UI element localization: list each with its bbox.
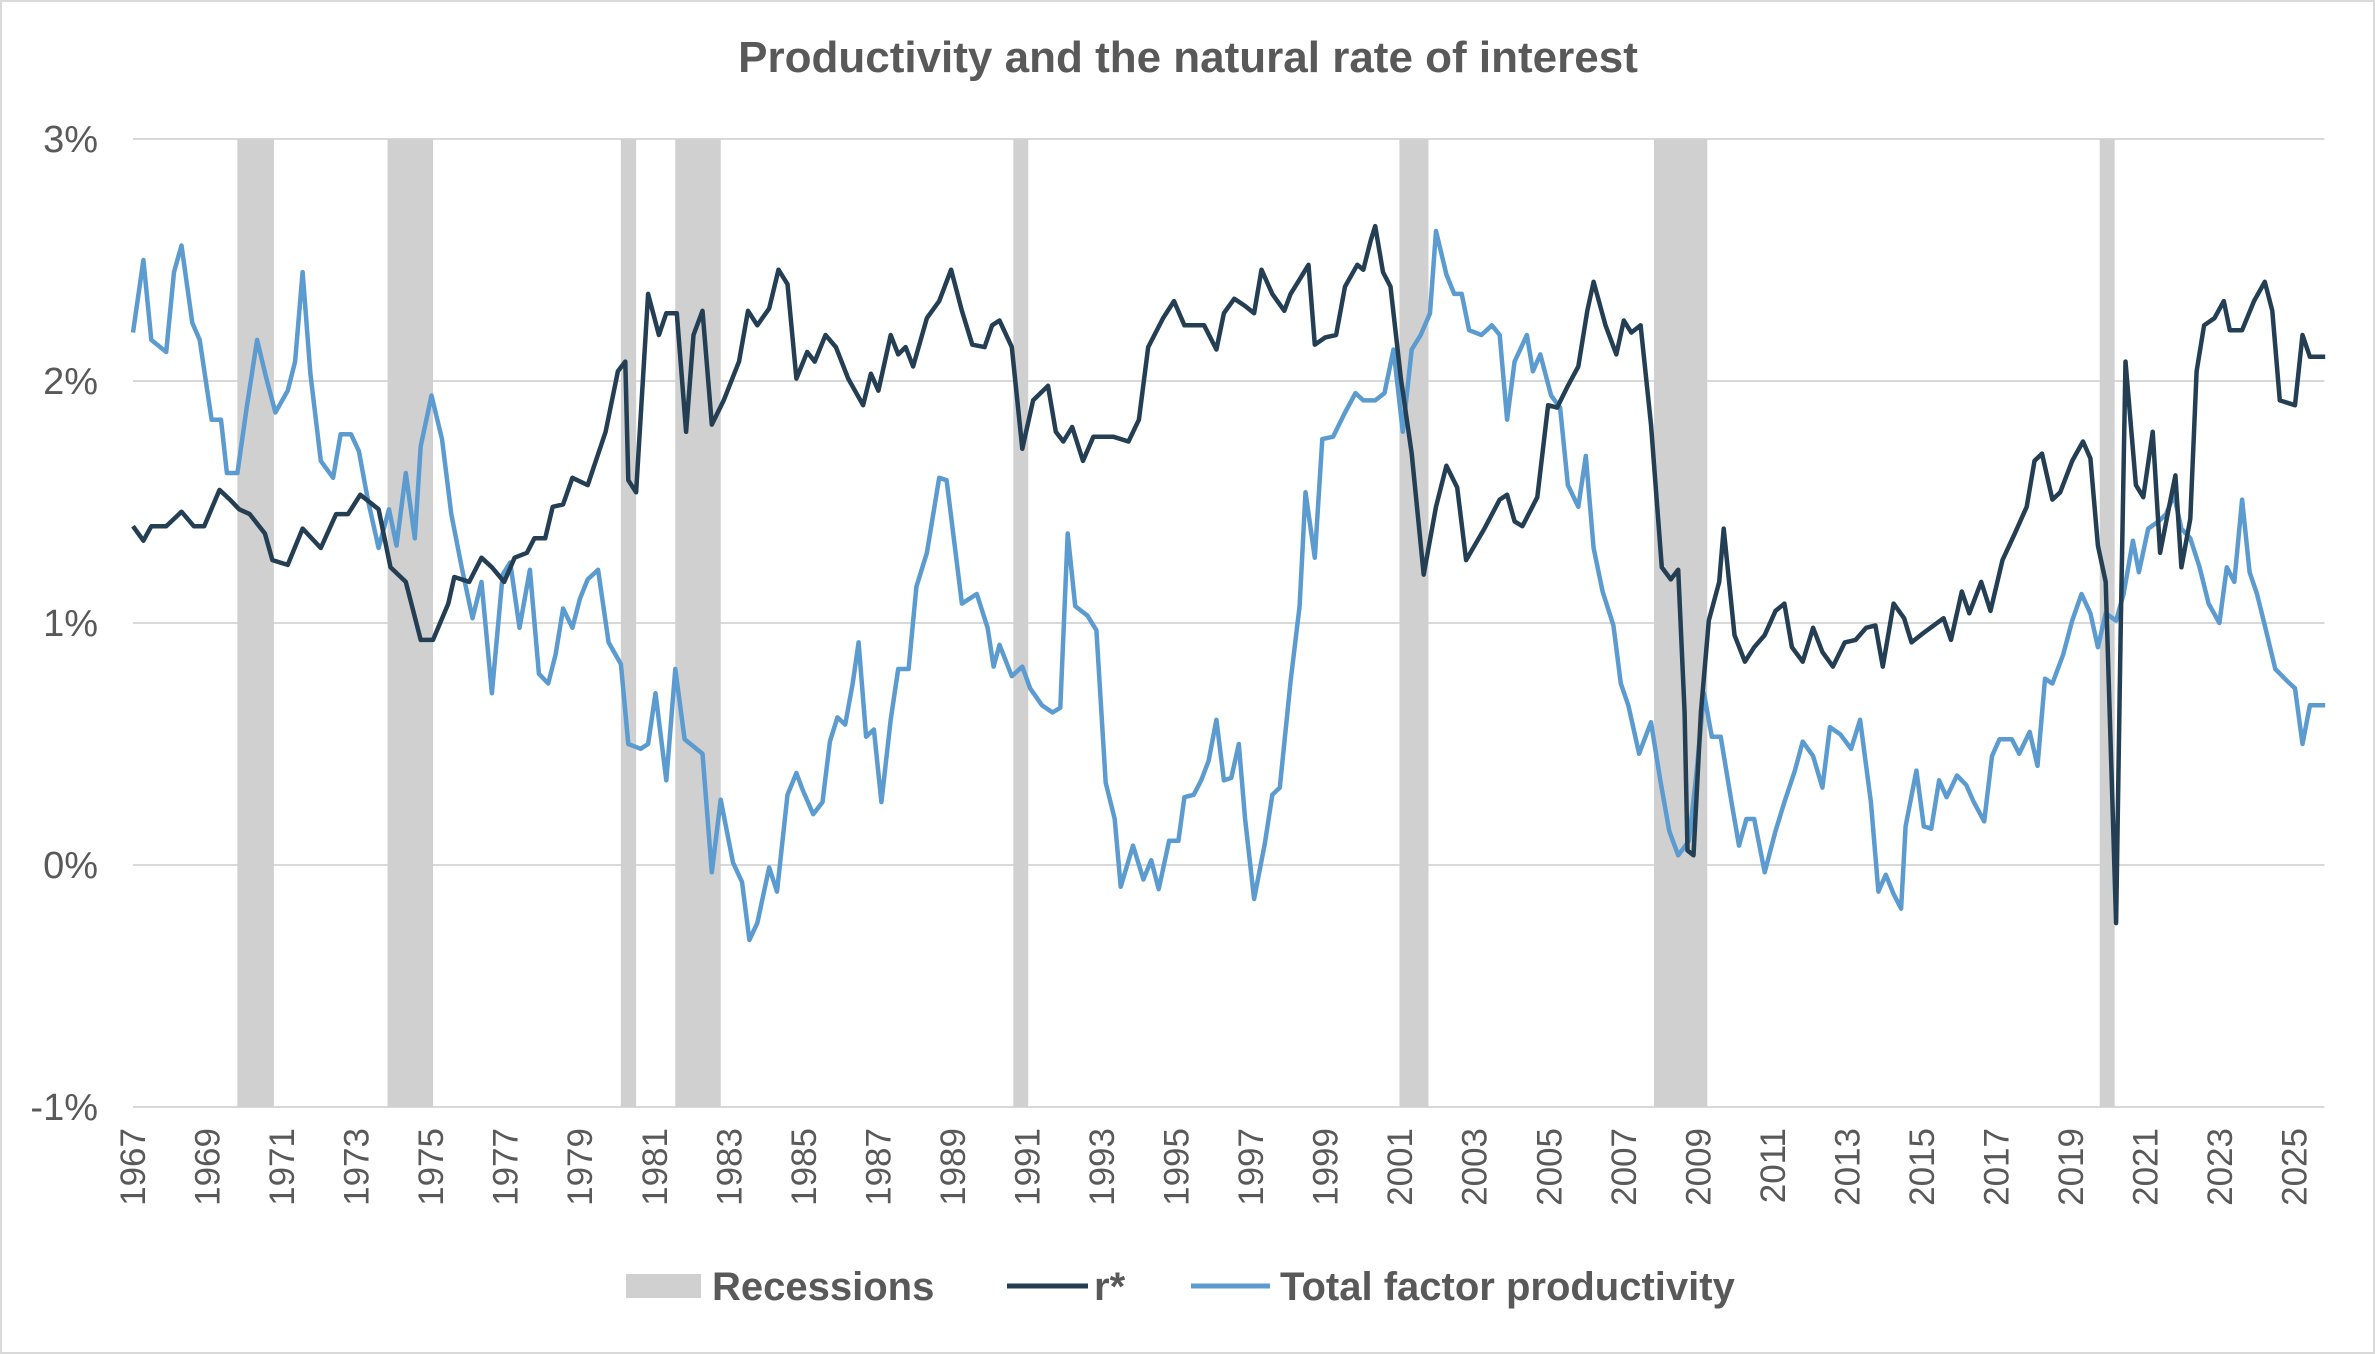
legend-label-recessions: Recessions: [712, 1265, 934, 1309]
series-line-r-star: [131, 223, 2326, 926]
legend-label-r-star: r*: [1094, 1265, 1126, 1309]
x-tick-label: 1985: [785, 1128, 824, 1206]
x-tick-label: 1967: [114, 1128, 153, 1206]
legend: Recessions r* Total factor productivity: [626, 1265, 1736, 1309]
x-tick-label: 2003: [1456, 1128, 1495, 1206]
y-tick-label: 3%: [43, 119, 98, 161]
x-tick-label: 1993: [1083, 1128, 1122, 1206]
x-tick-label: 2007: [1605, 1128, 1644, 1206]
y-tick-label: 2%: [43, 361, 98, 403]
series-line-tfp: [130, 228, 2326, 943]
x-tick-label: 1995: [1158, 1128, 1197, 1206]
recession-band: [237, 139, 274, 1107]
x-tick-label: 1983: [710, 1128, 749, 1206]
recession-band: [675, 139, 721, 1107]
x-tick-label: 2023: [2201, 1128, 2240, 1206]
x-tick-label: 2013: [1828, 1128, 1867, 1206]
recession-band: [387, 139, 434, 1107]
recession-band: [1013, 139, 1029, 1107]
x-tick-label: 1973: [338, 1128, 377, 1206]
y-tick-label: 1%: [43, 603, 98, 645]
x-tick-label: 2019: [2052, 1128, 2091, 1206]
x-tick-label: 2025: [2276, 1128, 2315, 1206]
y-axis-ticks: -1% 0% 1% 2% 3%: [30, 119, 98, 1129]
x-tick-label: 1981: [636, 1128, 675, 1206]
x-tick-label: 2011: [1754, 1128, 1793, 1203]
x-tick-label: 2009: [1679, 1128, 1718, 1206]
x-tick-label: 2001: [1381, 1128, 1420, 1206]
x-tick-label: 1977: [487, 1128, 526, 1206]
x-tick-label: 1987: [859, 1128, 898, 1206]
x-tick-label: 2017: [1978, 1128, 2017, 1206]
legend-label-tfp: Total factor productivity: [1280, 1265, 1736, 1309]
y-tick-label: 0%: [43, 845, 98, 887]
x-tick-label: 1999: [1307, 1128, 1346, 1206]
x-tick-label: 1969: [189, 1128, 228, 1206]
x-tick-label: 1975: [412, 1128, 451, 1206]
series-lines: [130, 223, 2326, 943]
recession-band: [620, 139, 637, 1107]
x-tick-label: 1971: [263, 1128, 302, 1206]
x-tick-label: 1997: [1232, 1128, 1271, 1206]
y-tick-label: -1%: [30, 1087, 98, 1129]
x-tick-label: 1979: [561, 1128, 600, 1206]
gridlines: [133, 138, 2325, 1108]
recession-band: [1399, 139, 1429, 1107]
x-tick-label: 2005: [1530, 1128, 1569, 1206]
x-tick-label: 1991: [1008, 1128, 1047, 1206]
x-tick-label: 2015: [1903, 1128, 1942, 1206]
chart-title: Productivity and the natural rate of int…: [738, 33, 1638, 82]
x-axis-ticks: 1967 1969 1971 1973 1975 1977 1979 1981 1983 1985…: [114, 1128, 2315, 1206]
x-tick-label: 1989: [934, 1128, 973, 1206]
x-tick-label: 2021: [2127, 1128, 2166, 1206]
legend-swatch-recessions: [626, 1274, 701, 1298]
